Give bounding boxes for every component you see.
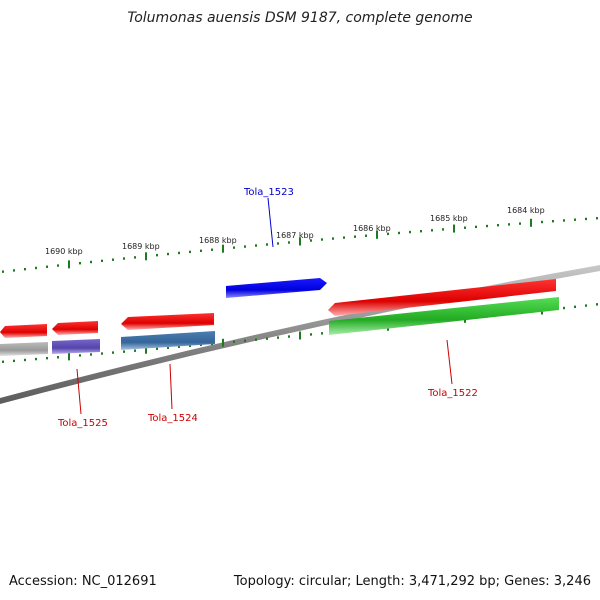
leader-line-tola-1524 [169,363,173,410]
cds-feature-tola-1522[interactable] [328,279,556,316]
gene-label-tola-1524[interactable]: Tola_1524 [147,413,198,424]
leader-lines [76,197,453,415]
kbp-label-1685: 1685 kbp [430,214,468,223]
outer-tick-rail [2,217,598,273]
gene-track [0,297,559,356]
feature-tola-1523[interactable] [226,278,327,298]
accession-text: Accession: NC_012691 [9,574,157,589]
gene-label-tola-1523[interactable]: Tola_1523 [243,187,294,198]
cds-feature-tola-1524[interactable] [121,313,214,330]
kbp-label-1686: 1686 kbp [353,224,391,233]
gene-feature-gray[interactable] [0,342,48,356]
leader-line-tola-1525 [76,368,82,415]
gene-label-tola-1525[interactable]: Tola_1525 [57,418,108,429]
gene-feature-tola-1524[interactable] [121,331,215,350]
cds-track [0,279,556,338]
gene-label-tola-1522[interactable]: Tola_1522 [427,388,478,399]
gene-feature-tola-1525[interactable] [52,339,100,354]
kbp-label-1684: 1684 kbp [507,206,545,215]
topology-text: Topology: circular; Length: 3,471,292 bp… [233,574,591,589]
map-title: Tolumonas auensis DSM 9187, complete gen… [127,10,473,26]
kbp-label-1688: 1688 kbp [199,236,237,245]
kbp-label-1689: 1689 kbp [122,242,160,251]
gene-feature-tola-1522[interactable] [329,297,559,335]
leader-line-tola-1523 [267,197,274,248]
gene-labels: Tola_1523 Tola_1525 Tola_1524 Tola_1522 [57,187,478,429]
cds-feature-tola-1525[interactable] [52,321,98,335]
genome-backbone [0,265,600,404]
cds-feature-tola-1526[interactable] [0,324,47,338]
kbp-label-1690: 1690 kbp [45,247,83,256]
leader-line-tola-1522 [446,339,453,385]
kbp-labels: 1690 kbp 1689 kbp 1688 kbp 1687 kbp 1686… [45,206,545,256]
kbp-label-1687: 1687 kbp [276,231,314,240]
